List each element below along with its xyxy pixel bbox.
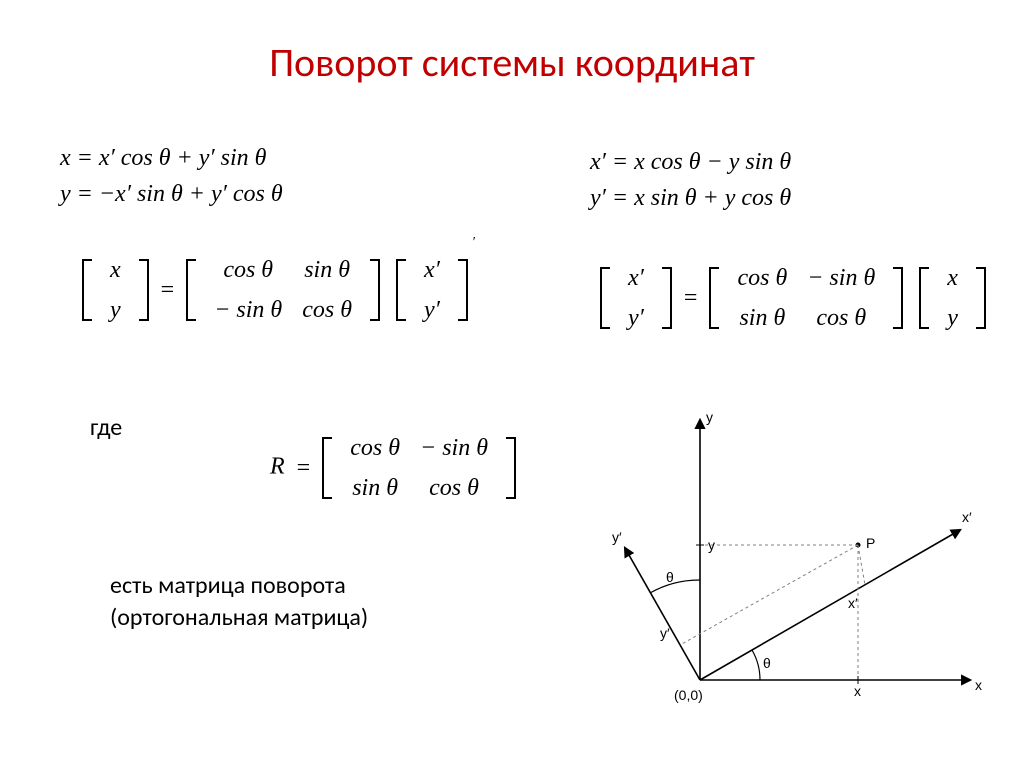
axis-y-label: y	[706, 409, 713, 425]
ml-lhs-1: y	[100, 290, 131, 330]
ml-rhs-0: x′	[414, 250, 450, 290]
ml-rhs-1: y′	[414, 290, 450, 330]
theta-2-label: θ	[666, 569, 674, 585]
where-label: где	[90, 410, 122, 446]
rotation-matrix-def: R = cos θ − sin θ sin θ cos θ	[270, 428, 516, 508]
eq-right-2: y′ = x sin θ + y cos θ	[590, 180, 791, 216]
ml-01: sin θ	[292, 250, 362, 290]
axis-yprime-label: y′	[612, 529, 622, 545]
eq-right-1: x′ = x cos θ − y sin θ	[590, 144, 791, 180]
mr-10: sin θ	[727, 298, 797, 338]
equations-right: x′ = x cos θ − y sin θ y′ = x sin θ + y …	[590, 144, 791, 216]
mr-lhs-0: x′	[618, 258, 654, 298]
mr-rhs-1: y	[937, 298, 968, 338]
x-tick-label: x	[854, 683, 861, 699]
yprime-tick-label: y′	[660, 625, 670, 641]
ml-lhs-0: x	[100, 250, 131, 290]
mr-11: cos θ	[797, 298, 885, 338]
ml-00: cos θ	[204, 250, 292, 290]
axis-x-label: x	[975, 677, 982, 693]
origin-label: (0,0)	[674, 687, 703, 703]
r-11: cos θ	[410, 468, 498, 508]
slide-title: Поворот системы координат	[0, 38, 1024, 87]
axis-xprime-label: x′	[962, 509, 972, 525]
caption-1: есть матрица поворота	[110, 570, 368, 602]
y-tick-label: y	[708, 537, 715, 553]
r-symbol: R	[270, 454, 285, 480]
eq-left-1: x = x′ cos θ + y′ sin θ	[60, 140, 283, 176]
mr-01: − sin θ	[797, 258, 885, 298]
equations-left: x = x′ cos θ + y′ sin θ y = −x′ sin θ + …	[60, 140, 283, 212]
equals-icon: =	[291, 450, 317, 486]
caption-2: (ортогональная матрица)	[110, 602, 368, 634]
ml-11: cos θ	[292, 290, 362, 330]
mr-rhs-0: x	[937, 258, 968, 298]
caption-text: есть матрица поворота (ортогональная мат…	[110, 570, 368, 635]
rotation-diagram: x y x′ y′ P (0,0) θ θ x y x′ y′	[610, 400, 990, 740]
ml-transpose-mark: ′	[472, 235, 475, 250]
theta-1-label: θ	[763, 655, 771, 671]
mr-00: cos θ	[727, 258, 797, 298]
equals-icon: =	[678, 280, 704, 316]
r-01: − sin θ	[410, 428, 498, 468]
xprime-tick-label: x′	[848, 595, 858, 611]
equals-icon: =	[155, 272, 181, 308]
mr-lhs-1: y′	[618, 298, 654, 338]
ml-10: − sin θ	[204, 290, 292, 330]
r-10: sin θ	[340, 468, 410, 508]
matrix-equation-right: x′ y′ = cos θ − sin θ sin θ cos θ x y	[600, 258, 986, 338]
matrix-equation-left: x y = cos θ sin θ − sin θ cos θ x′ y′ ′	[82, 250, 477, 330]
r-00: cos θ	[340, 428, 410, 468]
eq-left-2: y = −x′ sin θ + y′ cos θ	[60, 176, 283, 212]
point-p-label: P	[866, 535, 875, 551]
